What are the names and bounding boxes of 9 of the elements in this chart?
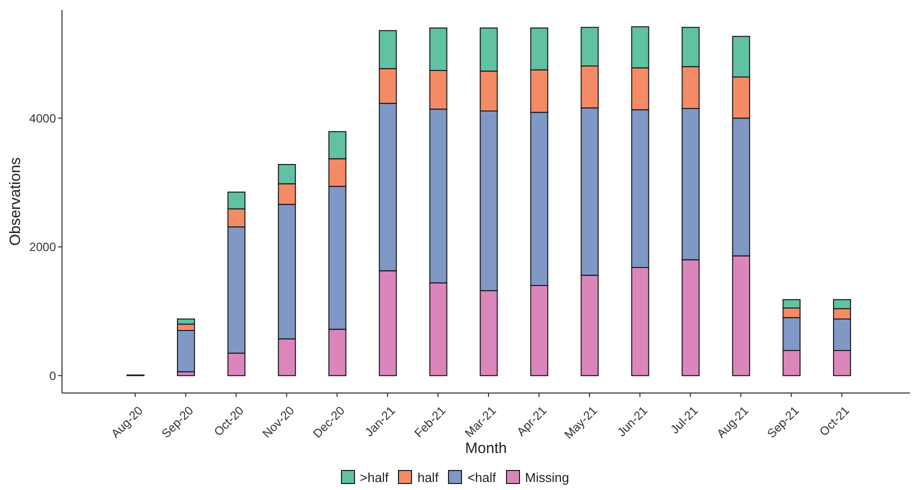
y-tick-label: 0 [49,368,56,383]
x-axis-title: Month [465,440,507,457]
legend-label: Missing [525,470,570,484]
legend-label: >half [360,470,388,484]
y-tick-label: 4000 [29,111,56,126]
y-tick-label: 2000 [29,240,56,254]
y-axis-title: Observations [6,157,24,246]
legend-label: <half [467,470,496,484]
legend-label: half [417,470,438,484]
